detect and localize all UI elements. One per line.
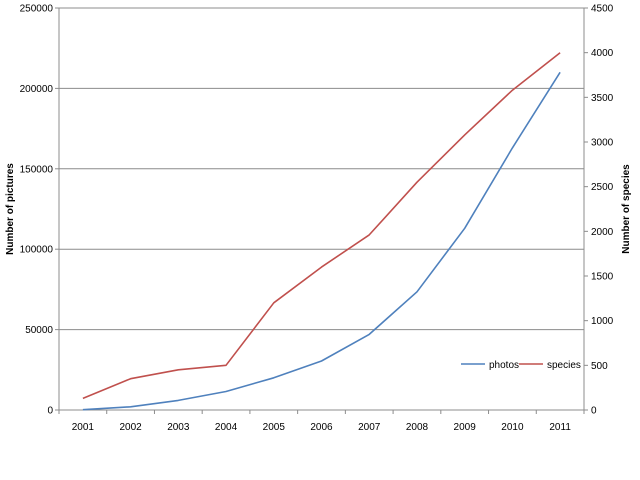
right-tick-label: 500	[591, 361, 608, 372]
series-line-photos	[82, 71, 561, 411]
left-tick-label: 200000	[20, 84, 54, 95]
x-tick-label: 2010	[501, 422, 524, 433]
right-tick-label: 3500	[591, 93, 614, 104]
right-tick-label: 4000	[591, 48, 614, 59]
left-tick-label: 0	[47, 406, 53, 417]
legend: photos species	[461, 360, 581, 371]
axes	[58, 8, 585, 411]
x-tick-label: 2001	[72, 422, 95, 433]
legend-label: species	[547, 360, 581, 371]
right-tick-label: 3000	[591, 138, 614, 149]
x-axis-ticks: 2001 2002 2003 2004 2005 2006 2007 2008 2009 2010…	[58, 410, 585, 433]
x-tick-label: 2004	[215, 422, 238, 433]
x-tick-label: 2005	[263, 422, 286, 433]
x-tick-label: 2011	[549, 422, 571, 433]
x-tick-label: 2008	[406, 422, 429, 433]
right-tick-label: 4500	[591, 4, 614, 15]
series-line-species	[82, 52, 561, 400]
left-tick-label: 150000	[20, 164, 54, 175]
legend-item-species: species	[519, 360, 581, 371]
legend-label: photos	[489, 360, 519, 371]
x-tick-label: 2003	[167, 422, 190, 433]
right-tick-label: 2500	[591, 182, 614, 193]
right-tick-label: 1000	[591, 316, 614, 327]
x-tick-label: 2002	[119, 422, 142, 433]
x-tick-label: 2009	[454, 422, 477, 433]
x-tick-label: 2006	[310, 422, 333, 433]
right-tick-label: 2000	[591, 227, 614, 238]
left-axis-ticks: 0 50000 100000 150000 200000 250000	[20, 4, 59, 417]
left-tick-label: 250000	[20, 4, 54, 15]
right-axis-title: Number of species	[621, 164, 632, 254]
right-axis-ticks: 0 500 1000 1500 2000 2500 3000 3500 4000 4500	[584, 4, 614, 417]
right-tick-label: 1500	[591, 272, 614, 283]
x-tick-label: 2007	[358, 422, 381, 433]
right-tick-label: 0	[591, 406, 597, 417]
legend-item-photos: photos	[461, 360, 519, 371]
gridlines	[59, 7, 584, 331]
left-tick-label: 50000	[25, 325, 53, 336]
series-lines	[82, 52, 561, 411]
left-tick-label: 100000	[20, 245, 54, 256]
left-axis-title: Number of pictures	[5, 163, 16, 255]
